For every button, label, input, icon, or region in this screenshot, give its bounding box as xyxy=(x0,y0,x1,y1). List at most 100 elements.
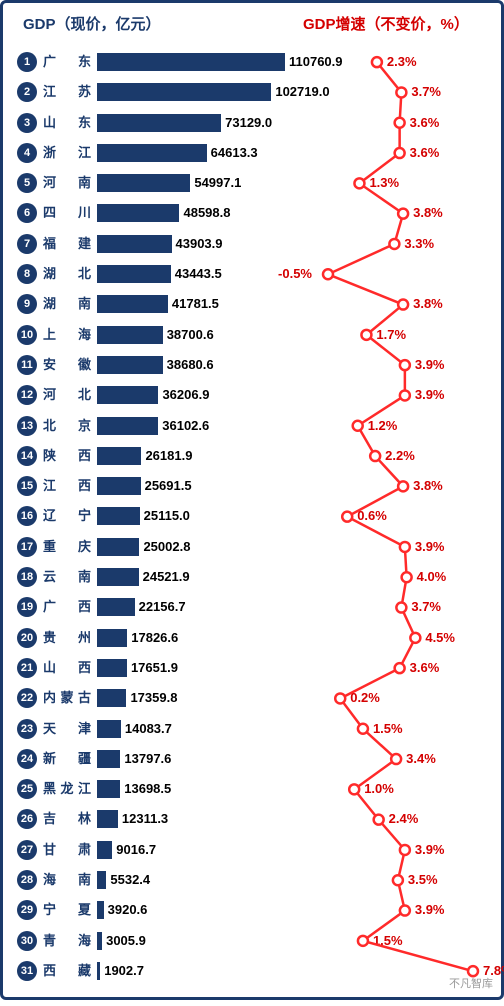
rank-badge: 25 xyxy=(17,779,37,799)
rows-container: 1广 东110760.92.3%2江 苏102719.03.7%3山 东7312… xyxy=(3,47,501,986)
growth-label: 1.5% xyxy=(373,714,403,744)
table-row: 4浙 江64613.33.6% xyxy=(3,138,501,168)
gdp-bar xyxy=(97,810,118,828)
province-name: 云 南 xyxy=(43,562,91,592)
growth-label: 3.8% xyxy=(413,198,443,228)
growth-label: 2.2% xyxy=(385,441,415,471)
gdp-bar xyxy=(97,871,106,889)
table-row: 14陕 西26181.92.2% xyxy=(3,441,501,471)
gdp-value: 64613.3 xyxy=(211,138,258,168)
gdp-value: 36206.9 xyxy=(162,380,209,410)
rank-badge: 13 xyxy=(17,416,37,436)
rank-badge: 28 xyxy=(17,870,37,890)
table-row: 16辽 宁25115.00.6% xyxy=(3,501,501,531)
header-gdp: GDP（现价，亿元） xyxy=(23,13,161,34)
gdp-value: 73129.0 xyxy=(225,108,272,138)
rank-badge: 6 xyxy=(17,203,37,223)
gdp-value: 17359.8 xyxy=(130,683,177,713)
gdp-value: 43443.5 xyxy=(175,259,222,289)
rank-badge: 20 xyxy=(17,628,37,648)
province-name: 湖 南 xyxy=(43,289,91,319)
gdp-bar xyxy=(97,689,126,707)
gdp-bar xyxy=(97,477,141,495)
gdp-bar xyxy=(97,386,158,404)
rank-badge: 31 xyxy=(17,961,37,981)
gdp-bar xyxy=(97,932,102,950)
table-row: 5河 南54997.11.3% xyxy=(3,168,501,198)
growth-label: 3.9% xyxy=(415,835,445,865)
gdp-value: 17651.9 xyxy=(131,653,178,683)
rank-badge: 15 xyxy=(17,476,37,496)
province-name: 海 南 xyxy=(43,865,91,895)
growth-label: 3.9% xyxy=(415,380,445,410)
rank-badge: 8 xyxy=(17,264,37,284)
header-growth: GDP增速（不变价，%） xyxy=(303,13,469,34)
rank-badge: 10 xyxy=(17,325,37,345)
table-row: 11 安 徽 38680.6 3.9% xyxy=(3,350,501,380)
province-name: 贵 州 xyxy=(43,623,91,653)
rank-badge: 26 xyxy=(17,809,37,829)
growth-label: 4.5% xyxy=(425,623,455,653)
gdp-bar xyxy=(97,83,271,101)
province-name: 西 藏 xyxy=(43,956,91,986)
growth-label: 3.6% xyxy=(410,653,440,683)
rank-badge: 1 xyxy=(17,52,37,72)
gdp-value: 25691.5 xyxy=(145,471,192,501)
growth-label: 3.3% xyxy=(404,229,434,259)
province-name: 甘 肃 xyxy=(43,835,91,865)
gdp-value: 25115.0 xyxy=(144,501,190,531)
growth-label: 3.4% xyxy=(406,744,436,774)
gdp-bar xyxy=(97,507,140,525)
province-name: 四 川 xyxy=(43,198,91,228)
gdp-bar xyxy=(97,235,172,253)
province-name: 宁 夏 xyxy=(43,895,91,925)
rank-badge: 11 xyxy=(17,355,37,375)
gdp-chart: GDP（现价，亿元） GDP增速（不变价，%） 1广 东110760.92.3%… xyxy=(0,0,504,1000)
watermark: 不凡智库 xyxy=(449,975,493,991)
rank-badge: 17 xyxy=(17,537,37,557)
gdp-value: 3005.9 xyxy=(106,926,146,956)
province-name: 福 建 xyxy=(43,229,91,259)
province-name: 江 苏 xyxy=(43,77,91,107)
gdp-value: 13797.6 xyxy=(124,744,171,774)
province-name: 新 疆 xyxy=(43,744,91,774)
rank-badge: 30 xyxy=(17,931,37,951)
rank-badge: 16 xyxy=(17,506,37,526)
gdp-bar xyxy=(97,538,139,556)
rank-badge: 18 xyxy=(17,567,37,587)
province-name: 吉 林 xyxy=(43,804,91,834)
growth-label: -0.5% xyxy=(278,259,312,289)
province-name: 黑龙江 xyxy=(43,774,91,804)
rank-badge: 19 xyxy=(17,597,37,617)
gdp-value: 36102.6 xyxy=(162,411,209,441)
gdp-value: 25002.8 xyxy=(143,532,190,562)
table-row: 3山 东73129.03.6% xyxy=(3,108,501,138)
growth-label: 3.9% xyxy=(415,350,445,380)
gdp-value: 24521.9 xyxy=(143,562,190,592)
growth-label: 1.7% xyxy=(376,320,406,350)
growth-label: 0.6% xyxy=(357,501,387,531)
rank-badge: 23 xyxy=(17,719,37,739)
gdp-value: 38680.6 xyxy=(167,350,214,380)
rank-badge: 27 xyxy=(17,840,37,860)
gdp-bar xyxy=(97,447,141,465)
growth-label: 3.9% xyxy=(415,895,445,925)
table-row: 15江 西25691.53.8% xyxy=(3,471,501,501)
province-name: 河 北 xyxy=(43,380,91,410)
province-name: 安 徽 xyxy=(43,350,91,380)
gdp-value: 110760.9 xyxy=(289,47,343,77)
growth-label: 1.3% xyxy=(369,168,399,198)
gdp-bar xyxy=(97,659,127,677)
gdp-value: 38700.6 xyxy=(167,320,214,350)
gdp-bar xyxy=(97,750,120,768)
province-name: 河 南 xyxy=(43,168,91,198)
rank-badge: 5 xyxy=(17,173,37,193)
growth-label: 1.5% xyxy=(373,926,403,956)
province-name: 上 海 xyxy=(43,320,91,350)
growth-label: 3.6% xyxy=(410,138,440,168)
table-row: 6四 川48598.83.8% xyxy=(3,198,501,228)
gdp-bar xyxy=(97,720,121,738)
table-row: 26吉 林12311.32.4% xyxy=(3,804,501,834)
table-row: 7福 建43903.93.3% xyxy=(3,229,501,259)
province-name: 重 庆 xyxy=(43,532,91,562)
